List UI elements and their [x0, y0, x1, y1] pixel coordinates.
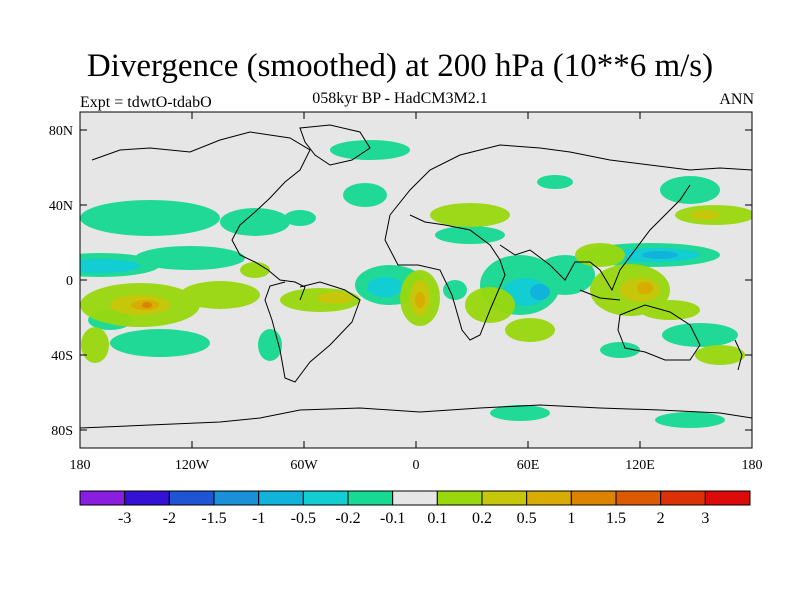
lon-label: 120W — [175, 458, 210, 473]
colorbar: -3 -2 -1.5 -1 -0.5 -0.2 -0.1 0.1 0.2 0.5 1 1.5 2 3 — [79, 490, 751, 527]
colorbar-tick-label: 1 — [567, 510, 575, 527]
colorbar-swatch — [168, 490, 215, 506]
colorbar-swatch — [258, 490, 304, 506]
lat-label: 80S — [51, 424, 73, 439]
colorbar-tick-label: 0.2 — [472, 510, 492, 527]
colorbar-tick-label: -0.2 — [335, 510, 360, 527]
longitude-axis — [79, 112, 753, 448]
colorbar-swatch — [347, 490, 394, 506]
colorbar-swatch — [124, 490, 170, 506]
colorbar-swatch — [213, 490, 260, 506]
longitude-labels: 180 120W 60W 0 60E 120E 180 — [70, 458, 763, 473]
divergence-map: 80N 40N 0 40S 80S 180 120W 60W 0 60E 120… — [49, 111, 763, 473]
colorbar-swatch — [615, 490, 662, 506]
colorbar-tick-label: -1 — [252, 510, 265, 527]
colorbar-tick-label: -1.5 — [201, 510, 226, 527]
lon-label: 180 — [742, 458, 763, 473]
latitude-labels: 80N 40N 0 40S 80S — [49, 124, 73, 439]
colorbar-tick-label: -0.1 — [380, 510, 405, 527]
colorbar-swatch — [79, 490, 126, 506]
season-label: ANN — [719, 91, 754, 108]
lon-label: 60W — [290, 458, 318, 473]
coastlines — [80, 124, 752, 429]
lon-label: 120E — [625, 458, 655, 473]
latitude-axis — [80, 129, 752, 431]
colorbar-swatch — [302, 490, 349, 506]
lon-label: 0 — [413, 458, 420, 473]
lat-label: 40N — [49, 199, 73, 214]
lon-label: 60E — [517, 458, 540, 473]
plot-title: Divergence (smoothed) at 200 hPa (10**6 … — [86, 48, 714, 84]
plot-subtitle: 058kyr BP - HadCM3M2.1 — [312, 90, 488, 107]
colorbar-swatch — [436, 490, 483, 506]
colorbar-swatch — [481, 490, 528, 506]
lon-label: 180 — [70, 458, 91, 473]
divergence-fill-layer — [80, 140, 752, 428]
colorbar-tick-label: -0.5 — [291, 510, 316, 527]
colorbar-swatch — [392, 490, 438, 506]
colorbar-swatch — [660, 490, 706, 506]
lat-label: 80N — [49, 124, 73, 139]
experiment-label: Expt = tdwtO-tdabO — [80, 94, 212, 111]
colorbar-swatch — [526, 490, 572, 506]
colorbar-tick-label: 2 — [657, 510, 665, 527]
colorbar-swatch — [704, 490, 751, 506]
lat-label: 40S — [51, 349, 73, 364]
lat-label: 0 — [66, 274, 73, 289]
colorbar-tick-label: -2 — [163, 510, 176, 527]
colorbar-tick-label: 0.1 — [427, 510, 447, 527]
colorbar-tick-label: 0.5 — [517, 510, 537, 527]
colorbar-swatch — [570, 490, 617, 506]
colorbar-tick-label: 3 — [701, 510, 709, 527]
colorbar-tick-label: -3 — [118, 510, 131, 527]
colorbar-tick-label: 1.5 — [606, 510, 626, 527]
